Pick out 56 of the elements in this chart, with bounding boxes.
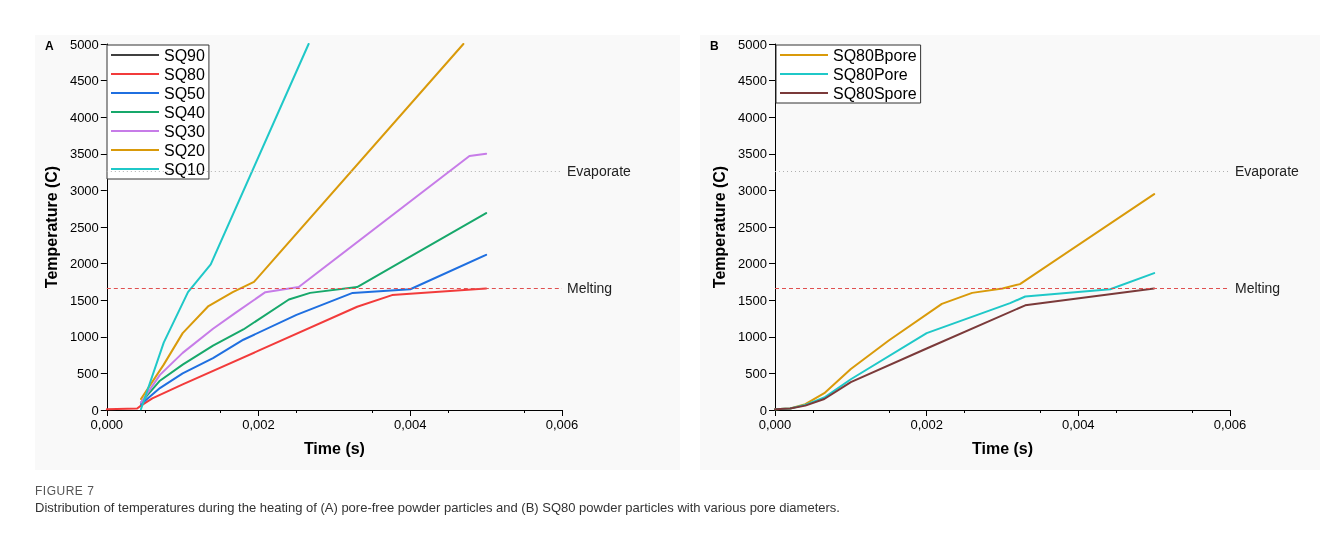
x-tick-label: 0,002 [910, 417, 943, 432]
legend-label: SQ80Bpore [833, 46, 917, 64]
ref-line-label: Evaporate [567, 163, 632, 180]
x-tick-label: 0,000 [90, 417, 124, 432]
legend-label: SQ50 [164, 84, 206, 102]
line-series [139, 43, 310, 411]
x-axis-title: Time (s) [971, 439, 1034, 457]
legend-label: SQ80Spore [833, 84, 917, 102]
y-tick-label: 3000 [738, 182, 767, 198]
line-series [139, 43, 465, 401]
line-series [139, 253, 488, 406]
line-series [105, 287, 488, 411]
caption: FIGURE 7 [35, 484, 96, 498]
x-tick-label: 0,006 [545, 417, 579, 432]
y-axis-title: Temperature (C) [710, 165, 728, 289]
legend-label: SQ20 [164, 141, 206, 159]
x-tick-label: 0,006 [1213, 417, 1247, 432]
text: Distribution of temperatures during the heating of (A) pore-free powder particles and (B) SQ80 powder particles with various pore diameters. [35, 500, 841, 515]
chart-title: A [45, 39, 54, 53]
y-tick-label: 2000 [69, 256, 99, 272]
legend-label: SQ80 [164, 65, 206, 83]
y-tick-label: 3500 [738, 146, 767, 162]
y-tick-label: 1000 [738, 329, 767, 345]
ref-line-label: Melting [1235, 280, 1281, 297]
y-tick-label: 500 [745, 365, 767, 381]
y-tick-label: 0 [91, 402, 99, 418]
x-tick-label: 0,004 [1062, 417, 1095, 432]
legend-label: SQ90 [164, 46, 206, 64]
legend-label: SQ40 [164, 103, 206, 121]
y-axis-title: Temperature (C) [42, 165, 60, 289]
y-tick-label: 5000 [738, 36, 767, 52]
legend-label: SQ30 [164, 122, 206, 140]
y-tick-label: 2500 [738, 219, 767, 235]
y-tick-label: 1500 [738, 292, 767, 308]
y-tick-label: 2000 [738, 256, 767, 272]
x-axis-title: Time (s) [303, 439, 365, 457]
y-tick-label: 1500 [69, 292, 99, 308]
ref-line-label: Evaporate [1235, 163, 1300, 180]
y-tick-label: 3500 [69, 146, 99, 162]
x-tick-label: 0,000 [758, 417, 792, 432]
y-tick-label: 2500 [69, 219, 99, 235]
x-tick-label: 0,002 [242, 417, 275, 432]
y-tick-label: 3000 [69, 182, 99, 198]
legend-label: SQ80Pore [833, 65, 908, 83]
legend-label: SQ10 [164, 160, 206, 178]
chart-title: B [710, 39, 719, 53]
ref-line-label: Melting [567, 280, 613, 297]
y-tick-label: 1000 [69, 329, 99, 345]
y-tick-label: 5000 [69, 36, 99, 52]
y-tick-label: 0 [759, 402, 767, 418]
y-tick-label: 4500 [69, 73, 99, 89]
y-tick-label: 500 [77, 365, 99, 381]
y-tick-label: 4000 [738, 109, 767, 125]
y-tick-label: 4500 [738, 73, 767, 89]
x-tick-label: 0,004 [394, 417, 427, 432]
y-tick-label: 4000 [69, 109, 99, 125]
